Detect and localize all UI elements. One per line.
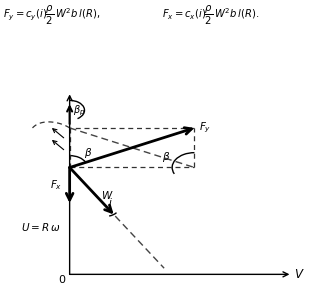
Text: $W$: $W$ bbox=[100, 189, 113, 201]
Text: $F_y = c_y(i)\dfrac{\rho}{2}\,W^2b\,l(R),$: $F_y = c_y(i)\dfrac{\rho}{2}\,W^2b\,l(R)… bbox=[3, 4, 100, 27]
Text: $V$: $V$ bbox=[294, 268, 305, 281]
Text: $F_y$: $F_y$ bbox=[199, 121, 211, 135]
Text: $U = R\,\omega$: $U = R\,\omega$ bbox=[21, 221, 61, 233]
Text: $\beta$: $\beta$ bbox=[85, 146, 93, 160]
Text: $\beta_p$: $\beta_p$ bbox=[73, 104, 85, 118]
Text: $i$: $i$ bbox=[108, 196, 113, 207]
Text: 0: 0 bbox=[58, 275, 65, 285]
Text: $F_x$: $F_x$ bbox=[50, 178, 62, 192]
Text: $F_x = c_x(i)\dfrac{\rho}{2}\,W^2b\,l(R).$: $F_x = c_x(i)\dfrac{\rho}{2}\,W^2b\,l(R)… bbox=[162, 4, 259, 27]
Text: $\beta$: $\beta$ bbox=[162, 150, 170, 164]
